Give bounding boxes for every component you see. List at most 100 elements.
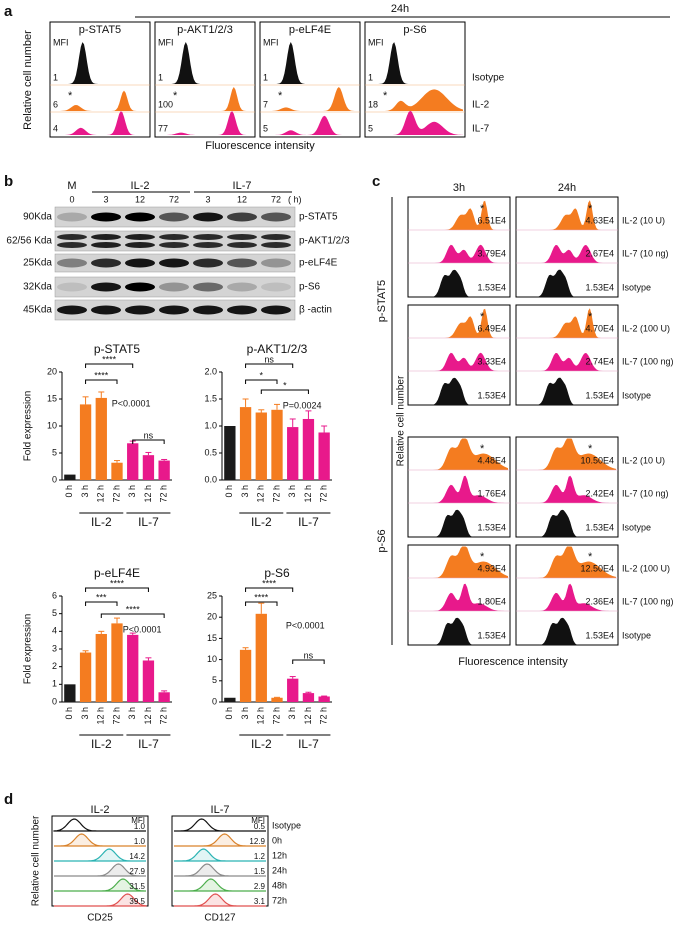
histogram (518, 438, 616, 470)
histogram (262, 87, 358, 111)
histogram (54, 878, 146, 892)
significance-bracket (85, 379, 118, 384)
mfi-value: 5 (368, 123, 373, 133)
group-label: IL-2 (131, 180, 150, 192)
histogram (262, 42, 358, 84)
histogram (518, 245, 616, 263)
blot-strip (54, 276, 296, 298)
row-label: 24h (272, 865, 287, 875)
histogram (52, 42, 148, 84)
blot-band (91, 305, 121, 315)
blot-band (57, 282, 87, 292)
panel-label: a (4, 3, 13, 20)
asterisk: * (68, 90, 73, 102)
mfi-value: 12.9 (249, 837, 265, 846)
y-tick-label: 0 (52, 474, 57, 484)
x-tick-label: 72 h (319, 485, 329, 503)
significance-label: **** (126, 604, 141, 614)
histogram (157, 87, 253, 111)
bar (158, 460, 170, 480)
x-tick-label: 12 h (143, 485, 153, 503)
blot-band (125, 282, 155, 292)
mfi-value: 4.48E4 (477, 455, 506, 465)
y-tick-label: 15 (207, 633, 217, 643)
bar (127, 634, 139, 702)
mfi-value: 1.53E4 (585, 282, 614, 292)
histogram (410, 352, 508, 371)
histogram (262, 115, 358, 135)
blot-band (125, 234, 155, 240)
mfi-value: 4 (53, 123, 58, 133)
size-label: 25Kda (23, 258, 52, 269)
x-tick-label: 3 h (240, 707, 250, 720)
blot-band (125, 212, 155, 222)
y-tick-label: 0 (52, 696, 57, 706)
x-tick-label: 72 h (319, 707, 329, 725)
bar (111, 462, 123, 480)
p-value: P<0.0001 (123, 624, 162, 634)
blot-band (193, 212, 223, 222)
protein-label: β -actin (299, 305, 332, 316)
mfi-value: 77 (158, 123, 168, 133)
mfi-value: 1.80E4 (477, 596, 506, 606)
y-tick-label: 10 (47, 420, 57, 430)
blot-band (57, 258, 87, 268)
mfi-value: 1.53E4 (585, 522, 614, 532)
x-tick-label: 72 h (159, 707, 169, 725)
significance-label: **** (94, 370, 109, 380)
chart-title: p-AKT1/2/3 (247, 342, 308, 356)
asterisk: * (480, 551, 485, 563)
mfi-value: 4.93E4 (477, 563, 506, 573)
mfi-value: 27.9 (129, 867, 145, 876)
y-axis-label: Fold expression (23, 614, 34, 685)
x-tick-label: 3 h (240, 485, 250, 498)
histogram (52, 90, 148, 111)
row-label: 12h (272, 850, 287, 860)
row-label: IL-2 (472, 100, 490, 111)
mfi-value: 31.5 (129, 882, 145, 891)
significance-label: * (260, 370, 264, 380)
mfi-value: 1 (263, 72, 268, 82)
histogram (174, 818, 266, 832)
y-tick-label: 25 (207, 590, 217, 600)
row-label: IL-7 (100 ng) (622, 596, 674, 606)
y-axis-label: Relative cell number (31, 815, 42, 906)
mfi-value: 4.70E4 (585, 323, 614, 333)
significance-bracket (100, 613, 165, 618)
group-label: IL-7 (233, 180, 252, 192)
blot-band (227, 234, 257, 240)
blot-band (261, 242, 291, 248)
protein-label: p-STAT5 (299, 212, 338, 223)
histogram (54, 848, 146, 862)
bar (302, 418, 315, 480)
y-tick-label: 20 (207, 612, 217, 622)
x-axis-label: CD25 (87, 913, 113, 924)
y-tick-label: 6 (52, 590, 57, 600)
histogram (410, 200, 508, 230)
significance-label: ns (304, 650, 314, 660)
group-label: M (67, 180, 76, 192)
blot-band (125, 242, 155, 248)
panel-label: b (4, 173, 13, 190)
p-value: P<0.0001 (286, 620, 325, 630)
mfi-value: 1.53E4 (585, 390, 614, 400)
significance-bracket (132, 439, 165, 444)
mfi-value: 7 (263, 99, 268, 109)
bar (64, 684, 76, 702)
bar (142, 455, 155, 480)
row-label: Isotype (472, 73, 505, 84)
group-label: IL-2 (251, 515, 272, 529)
bar (271, 409, 283, 480)
x-tick-label: 3 h (287, 485, 297, 498)
histogram (157, 111, 253, 135)
y-tick-label: 5 (52, 608, 57, 618)
size-label: 90Kda (23, 212, 52, 223)
row-label: Isotype (622, 282, 651, 292)
x-tick-label: 72 h (111, 707, 121, 725)
row-label: Isotype (622, 390, 651, 400)
unit-label: ( h) (288, 194, 302, 204)
blot-band (193, 242, 223, 248)
mfi-value: 2.74E4 (585, 356, 614, 366)
x-tick-label: 12 h (303, 707, 313, 725)
